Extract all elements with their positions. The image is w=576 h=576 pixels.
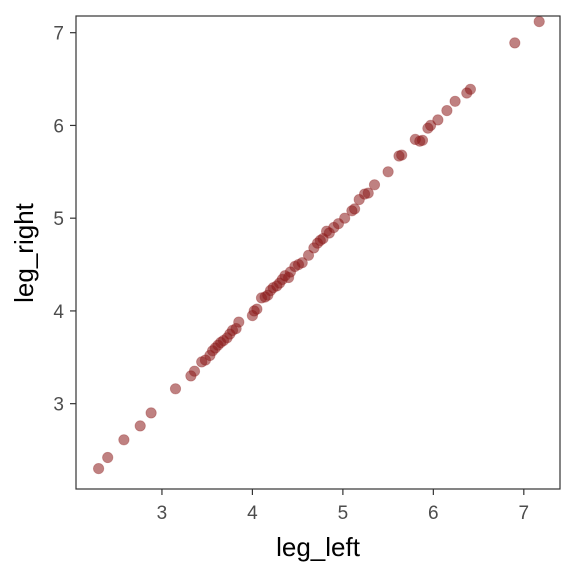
plot-background (76, 16, 560, 489)
y-axis-title: leg_right (9, 202, 39, 303)
x-axis: 3 4 5 6 7 (157, 489, 529, 524)
y-axis: 3 4 5 6 7 (53, 24, 76, 416)
data-point (348, 203, 361, 215)
data-point (251, 303, 263, 315)
x-tick-label: 4 (247, 503, 258, 524)
data-point (432, 114, 444, 126)
data-point (134, 420, 146, 432)
y-tick-label: 3 (53, 395, 64, 416)
y-tick-label: 7 (53, 24, 64, 45)
x-tick-label: 3 (157, 503, 168, 524)
data-point (449, 95, 461, 107)
data-point (93, 462, 105, 475)
data-point (302, 249, 315, 261)
y-tick-label: 4 (53, 302, 64, 323)
data-point (296, 257, 308, 269)
plot-panel-border (75, 15, 561, 490)
x-tick-label: 7 (519, 503, 530, 524)
data-point (464, 83, 476, 95)
data-points (93, 16, 545, 475)
data-point (118, 434, 130, 446)
x-tick-label: 6 (428, 503, 439, 524)
y-tick-label: 6 (53, 116, 64, 137)
data-point (339, 212, 351, 224)
data-point (102, 451, 114, 464)
data-point (424, 119, 437, 132)
x-tick-label: 5 (338, 503, 349, 524)
x-axis-title: leg_left (276, 532, 361, 562)
data-point (396, 149, 408, 161)
data-point (368, 179, 381, 191)
data-point (533, 16, 545, 28)
data-point (362, 187, 374, 199)
data-point (382, 166, 394, 178)
data-point (509, 37, 521, 49)
data-point (145, 407, 157, 419)
y-tick-label: 5 (53, 209, 64, 230)
data-point (441, 105, 453, 117)
data-point (233, 316, 245, 328)
data-point (169, 383, 182, 395)
data-point (416, 134, 429, 146)
data-point (188, 365, 201, 377)
